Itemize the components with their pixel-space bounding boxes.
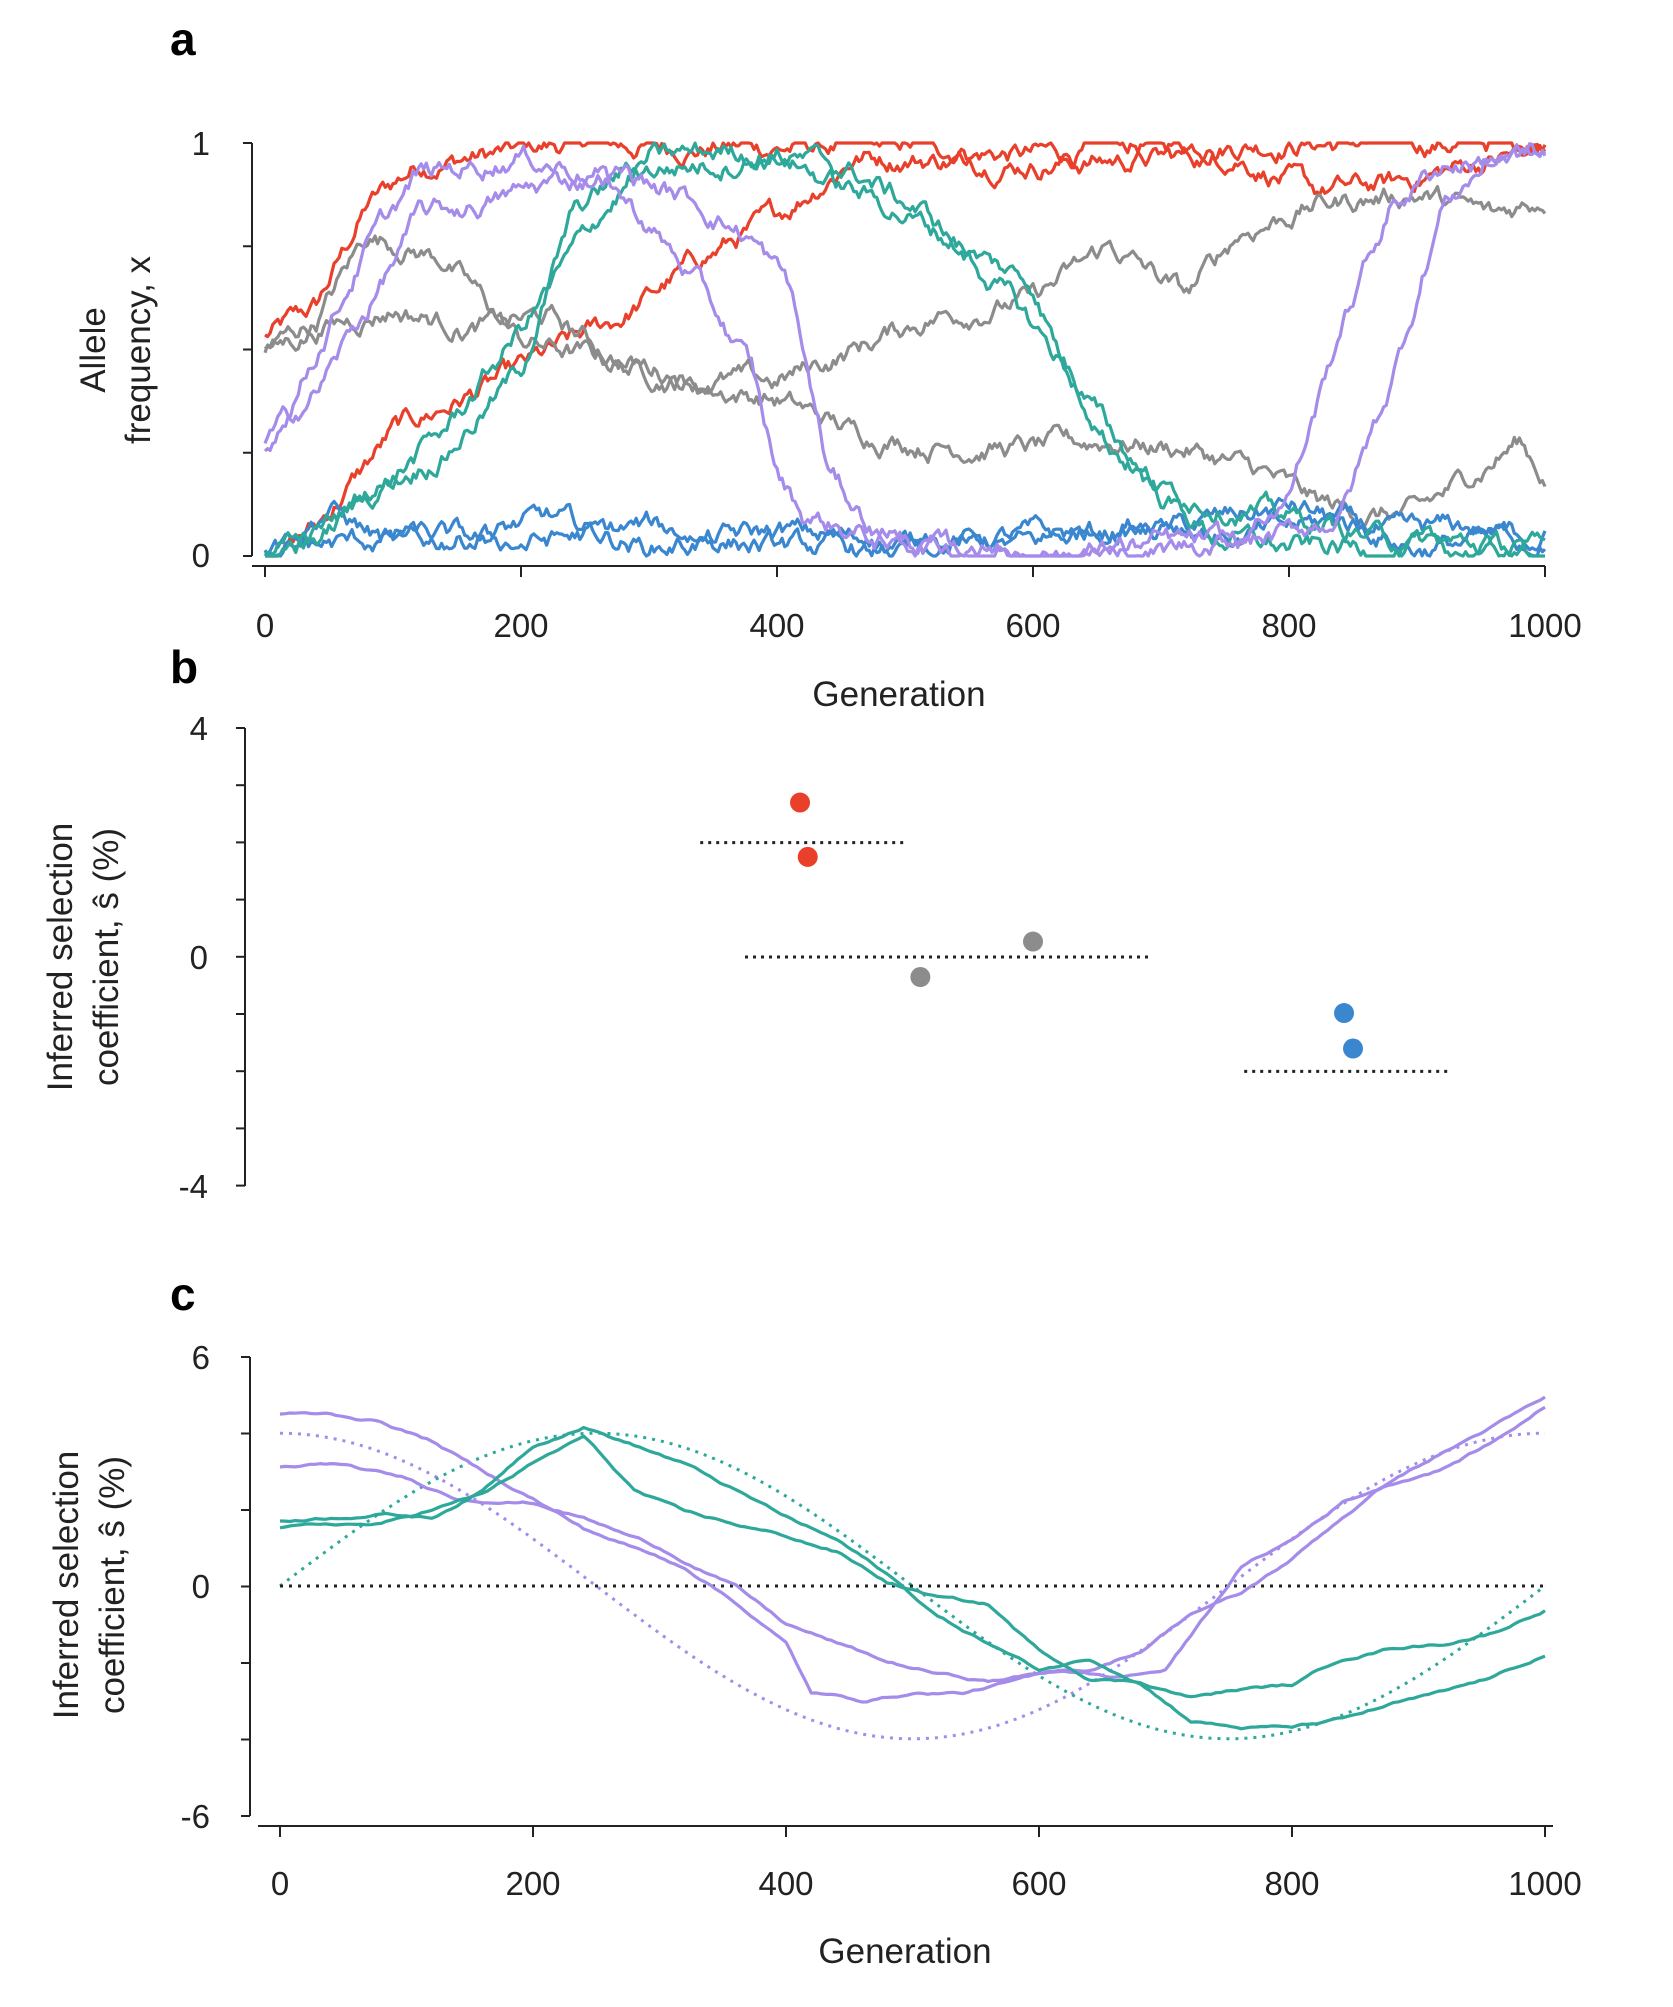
panel-a-ytick-top: 1 [192, 125, 210, 162]
panel-c-ytick-mid: 0 [192, 1568, 210, 1605]
panel-a-series-red-1 [265, 142, 1547, 558]
panel-b-point-blue [1334, 1003, 1355, 1024]
panel-a-x-ticks: 0 200 400 600 800 1000 [256, 566, 1582, 644]
panel-b-ylabel-line1: Inferred selection [41, 823, 80, 1091]
panel-a-ylabel-line1: Allele [74, 307, 113, 393]
panel-b-ytick-mid: 0 [190, 939, 208, 976]
panel-c-x-ticks: 0 200 400 600 800 1000 [271, 1826, 1582, 1902]
panel-c-ylabel-line2: coefficient, ŝ (%) [93, 1456, 132, 1714]
panel-a-xtick-label: 1000 [1508, 607, 1581, 644]
panel-b-ytick-top: 4 [190, 710, 208, 747]
panel-b-label: b [170, 641, 198, 693]
panel-c-ytick-bottom: -6 [181, 1798, 210, 1835]
panel-c-series [279, 1395, 1546, 1741]
panel-c-label: c [170, 1268, 196, 1320]
panel-a-series-purple-8 [263, 142, 1547, 558]
panel-a-xtick-label: 0 [256, 607, 274, 644]
panel-c-series-purple-0 [279, 1395, 1546, 1704]
panel-a-xtick-label: 800 [1261, 607, 1316, 644]
panel-c-ylabel-line1: Inferred selection [47, 1451, 86, 1719]
panel-b-point-gray [1023, 931, 1043, 952]
panel-c-xlabel: Generation [818, 1932, 991, 1971]
panel-c: c 0 200 400 600 800 1000 6 0 -6 Inferred sele… [47, 1268, 1582, 1971]
panel-a-series [263, 141, 1547, 558]
panel-a-series-teal-6 [264, 143, 1545, 558]
panel-c-y-ticks [241, 1356, 250, 1817]
panel-a-xtick-label: 400 [749, 607, 804, 644]
panel-a-series-red-0 [264, 141, 1547, 339]
panel-a-xtick-label: 600 [1005, 607, 1060, 644]
panel-b-point-gray [910, 967, 931, 988]
panel-c-xtick-label: 200 [505, 1865, 560, 1902]
panel-a-ytick-bottom: 0 [192, 537, 210, 574]
panel-b-ytick-bottom: -4 [179, 1168, 208, 1205]
panel-c-xtick-label: 1000 [1508, 1865, 1581, 1902]
panel-b-y-ticks [236, 727, 245, 1187]
panel-a: a 0 200 400 600 800 1000 1 0 Allele frequency… [74, 13, 1582, 714]
panel-a-series-teal-7 [265, 141, 1546, 558]
panel-c-xtick-label: 600 [1011, 1865, 1066, 1902]
panel-b-point-red [790, 792, 811, 813]
panel-c-xtick-label: 0 [271, 1865, 289, 1902]
panel-c-xtick-label: 800 [1264, 1865, 1319, 1902]
panel-a-y-ticks [243, 142, 252, 557]
panel-a-label: a [170, 13, 196, 65]
panel-c-series-purple-1 [279, 1405, 1546, 1683]
panel-b-marks [700, 792, 1449, 1073]
panel-a-xtick-label: 200 [493, 607, 548, 644]
panel-c-true-value-purple [279, 1431, 1546, 1741]
panel-a-xlabel: Generation [812, 675, 985, 714]
panel-a-ylabel-line2: frequency, x [119, 255, 158, 444]
panel-b-point-red [797, 846, 818, 867]
panel-c-ytick-top: 6 [192, 1339, 210, 1376]
panel-b: b 4 0 -4 Inferred selection coefficient,… [41, 641, 1449, 1205]
panel-c-series-teal-3 [279, 1434, 1546, 1699]
panel-a-series-gray-3 [263, 185, 1547, 395]
panel-a-series-purple-9 [263, 146, 1547, 558]
panel-b-point-blue [1343, 1038, 1363, 1059]
panel-b-ylabel-line2: coefficient, ŝ (%) [87, 828, 126, 1086]
panel-c-xtick-label: 400 [758, 1865, 813, 1902]
panel-a-series-gray-2 [263, 234, 1547, 531]
panel-c-series-teal-2 [279, 1425, 1546, 1731]
